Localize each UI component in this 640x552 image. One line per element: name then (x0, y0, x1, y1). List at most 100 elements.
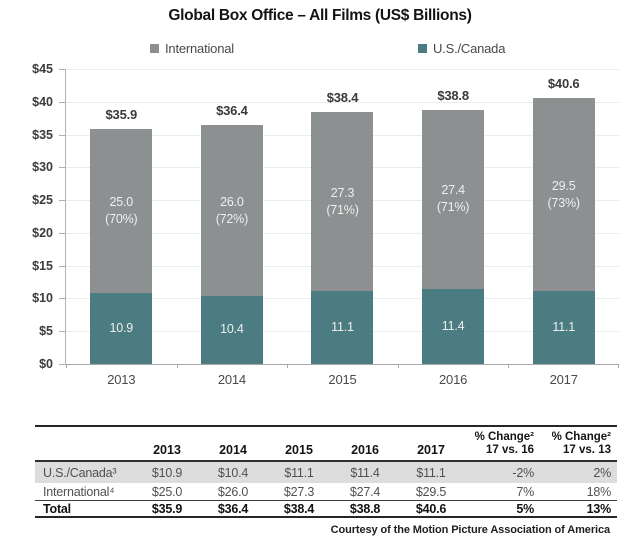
table-cell: -2% (512, 465, 534, 480)
y-axis-tick-mark (59, 298, 65, 300)
summary-table-body: U.S./Canada³ $10.9 $10.4 $11.1 $11.4 $11.1 -2%… (35, 462, 617, 518)
y-axis-tick-mark (59, 331, 65, 333)
table-cell: $25.0 (151, 484, 183, 499)
us-canada-value-label: 11.1 (331, 320, 354, 335)
table-cell: $29.5 (415, 484, 447, 499)
table-cell: 18% (586, 484, 612, 499)
x-axis-tick-mark (287, 364, 289, 368)
table-header-row: 2013 2014 2015 2016 2017 % Change² 17 vs. 16%… (35, 425, 617, 462)
international-value-label: 27.3 (330, 185, 355, 200)
table-row-label: U.S./Canada³ (43, 465, 117, 480)
bar-group-2016: 11.4 27.4 (71%) $38.8 2016 (398, 69, 509, 387)
legend-swatch-us-canada (418, 44, 427, 53)
table-row: International⁴ $25.0 $26.0 $27.3 $27.4 $29.5 7… (35, 483, 617, 501)
x-axis-label: 2013 (107, 372, 136, 387)
international-share-label: (71%) (326, 202, 359, 217)
x-axis-tick-mark (618, 364, 619, 368)
x-axis-label: 2015 (328, 372, 357, 387)
y-axis-tick-mark (59, 69, 65, 70)
table-cell: $26.0 (217, 484, 249, 499)
table-header-cell: 2017 (417, 443, 445, 457)
x-axis-label: 2016 (439, 372, 468, 387)
bar-segment-international: 29.5 (73%) (532, 97, 595, 292)
y-axis: $0 $5 $10 $15 $20 $25 $30 $35 $40 $45 (0, 62, 65, 371)
us-canada-value-label: 10.9 (109, 320, 134, 335)
bar-total-label: $38.4 (326, 90, 359, 106)
y-axis-tick-label: $10 (32, 291, 53, 306)
bar-segment-us-canada: 10.9 (90, 292, 153, 364)
table-cell: 13% (586, 501, 612, 516)
international-value-label: 26.0 (220, 194, 244, 209)
bar-group-2014: 10.4 26.0 (72%) $36.4 2014 (177, 69, 288, 387)
table-cell: $11.1 (416, 465, 446, 480)
table-cell: $27.3 (283, 484, 315, 499)
summary-table: 2013 2014 2015 2016 2017 % Change² 17 vs. 16%… (35, 425, 617, 518)
international-share-label: (71%) (436, 200, 470, 215)
bar-group-2015: 11.1 27.3 (71%) $38.4 2015 (287, 69, 398, 387)
table-cell: 7% (516, 484, 534, 499)
table-header-cell: 2014 (219, 443, 247, 457)
y-axis-tick-mark (59, 364, 65, 365)
gridline (66, 69, 619, 70)
y-axis-tick-label: $20 (32, 225, 53, 240)
x-axis-tick-mark (508, 364, 510, 368)
legend-item-international: International (150, 41, 234, 56)
x-axis-label: 2014 (217, 372, 246, 387)
table-row-label: Total (43, 501, 71, 516)
bar-segment-us-canada: 11.1 (532, 291, 595, 364)
table-header-cell: % Change² 17 vs. 13 (551, 431, 611, 456)
bar-group-2017: 11.1 29.5 (73%) $40.6 2017 (508, 69, 619, 387)
legend-item-us-canada: U.S./Canada (418, 41, 505, 56)
table-cell: $27.4 (349, 484, 381, 499)
table-cell: $11.4 (350, 465, 380, 480)
table-cell: $35.9 (151, 501, 183, 516)
table-header-cell: 2013 (153, 443, 181, 457)
table-cell: 2% (593, 465, 611, 480)
table-cell: $11.1 (284, 465, 314, 480)
us-canada-value-label: 10.4 (220, 322, 244, 337)
y-axis-tick-mark (59, 200, 65, 202)
chart-title: Global Box Office – All Films (US$ Billi… (168, 7, 472, 24)
table-cell: $38.8 (349, 501, 381, 516)
plot-area: 10.9 25.0 (70%) $35.9 2013 10.4 26.0 (72%) $36.4… (65, 69, 619, 387)
legend-label-international: International (165, 41, 234, 56)
bar-segment-us-canada: 10.4 (200, 295, 263, 364)
legend-label-us-canada: U.S./Canada (433, 41, 506, 56)
international-value-label: 25.0 (109, 194, 134, 209)
y-axis-tick-label: $45 (32, 62, 53, 76)
table-header-cell: 2016 (351, 443, 379, 457)
y-axis-tick-label: $35 (32, 127, 53, 142)
table-row: Total $35.9 $36.4 $38.4 $38.8 $40.6 5% 13% (35, 501, 617, 518)
table-cell: $38.4 (283, 501, 315, 516)
bar-total-label: $38.8 (437, 87, 469, 103)
y-axis-tick-mark (59, 134, 65, 136)
bar-total-label: $36.4 (216, 103, 248, 119)
bar-group-2013: 10.9 25.0 (70%) $35.9 2013 (66, 69, 177, 387)
bar-segment-us-canada: 11.1 (311, 291, 374, 364)
international-value-label: 27.4 (441, 183, 465, 198)
x-axis-tick-mark (66, 364, 67, 368)
y-axis-tick-mark (59, 265, 65, 267)
y-axis-tick-mark (59, 101, 65, 103)
us-canada-value-label: 11.4 (441, 319, 465, 334)
international-value-label: 29.5 (551, 178, 576, 193)
bar-segment-international: 26.0 (72%) (200, 125, 263, 296)
international-share-label: (73%) (547, 195, 581, 210)
y-axis-tick-label: $0 (39, 357, 53, 371)
y-axis-tick-label: $15 (32, 258, 53, 273)
table-cell: 5% (516, 501, 534, 516)
x-axis-label: 2017 (549, 372, 578, 387)
bar-segment-international: 25.0 (70%) (90, 128, 153, 293)
table-cell: $36.4 (217, 501, 249, 516)
y-axis-tick-label: $25 (32, 193, 53, 208)
x-axis-tick-mark (176, 364, 178, 368)
table-cell: $40.6 (415, 501, 447, 516)
y-axis-tick-mark (59, 232, 65, 234)
us-canada-value-label: 11.1 (552, 320, 575, 335)
y-axis-tick-label: $40 (32, 94, 53, 109)
y-axis-tick-label: $5 (39, 324, 53, 339)
international-share-label: (70%) (105, 211, 138, 226)
table-header-cell: % Change² 17 vs. 16 (474, 431, 534, 456)
y-axis-tick-label: $30 (32, 160, 53, 175)
